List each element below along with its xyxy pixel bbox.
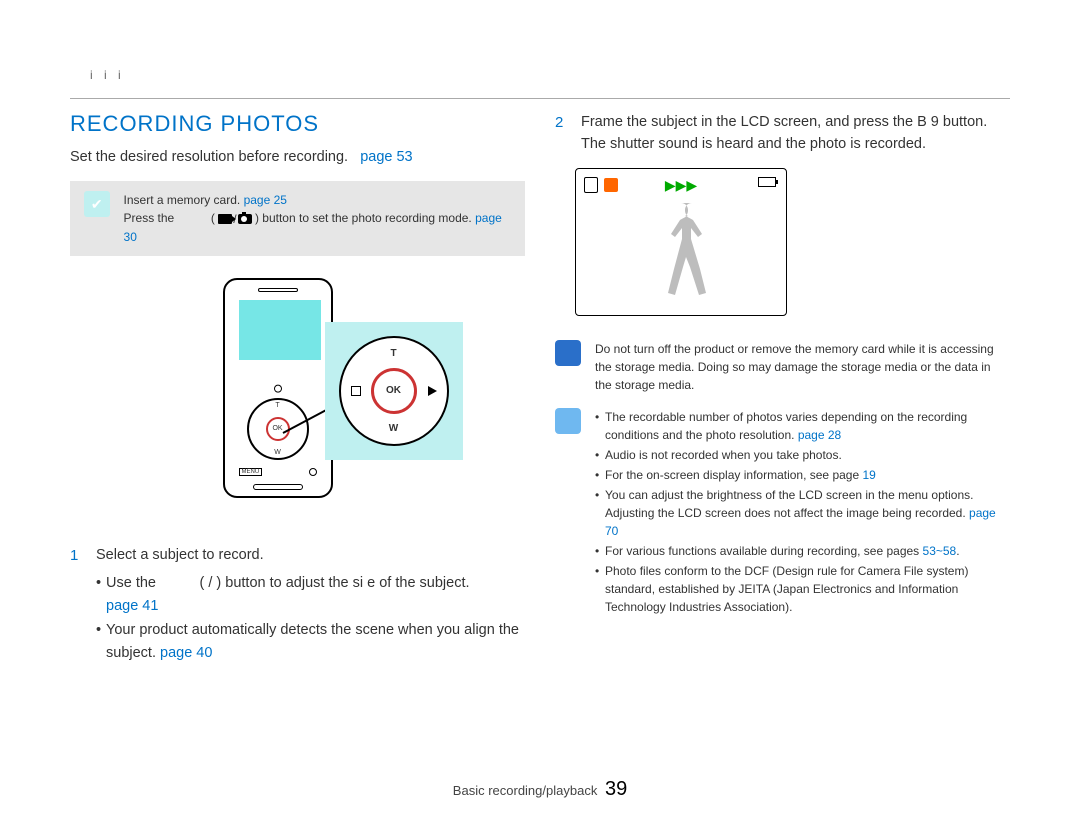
caution-icon <box>555 340 581 366</box>
photo-mode-icon <box>238 214 252 224</box>
sd-card-icon <box>584 177 598 193</box>
check-icon <box>84 191 110 217</box>
video-mode-icon <box>218 214 232 224</box>
page-link[interactable]: 19 <box>862 468 875 482</box>
prerequisite-box: Insert a memory card. page 25 Press the … <box>70 181 525 256</box>
step1-title: Select a subject to record. <box>96 547 264 563</box>
caution-note: Do not turn off the product or remove th… <box>555 340 1010 394</box>
text: ( / ) button to adjust the si e of the s… <box>200 575 470 591</box>
step-1: 1 Select a subject to record. Use the zo… <box>70 544 525 666</box>
page-link[interactable]: 53~58 <box>923 544 957 558</box>
pad-t-label: T <box>275 402 279 409</box>
note-item: Audio is not recorded when you take phot… <box>595 446 1010 464</box>
battery-icon <box>758 177 776 187</box>
step-number: 2 <box>555 111 569 156</box>
text: . <box>956 544 959 558</box>
device-illustration: T OK W MENU T OK W <box>113 278 483 518</box>
zoom-callout: T OK W <box>325 322 463 460</box>
subject-silhouette-icon <box>651 199 711 299</box>
step-2: 2 Frame the subject in the LCD screen, a… <box>555 111 1010 156</box>
page-link[interactable]: page 28 <box>798 428 841 442</box>
device-body: T OK W MENU <box>223 278 333 498</box>
pad-w-label: W <box>274 449 281 456</box>
divider <box>70 98 1010 99</box>
right-column: 2 Frame the subject in the LCD screen, a… <box>555 111 1010 672</box>
mode-icons: / <box>218 210 251 228</box>
note-icon <box>555 408 581 434</box>
section-lead: Set the desired resolution before record… <box>70 149 525 165</box>
note-item: The recordable number of photos varies d… <box>595 408 1010 444</box>
text: Frame the subject in the LCD screen, and… <box>581 114 917 130</box>
text: For the on-screen display information, s… <box>605 468 862 482</box>
chapter-breadcrumb: i i i <box>90 68 125 82</box>
page-link[interactable]: page 25 <box>244 193 287 207</box>
menu-button-icon: MENU <box>239 468 263 476</box>
lead-text: Set the desired resolution before record… <box>70 149 348 165</box>
text: B 9 <box>917 114 939 130</box>
zoom-w-label: W <box>389 423 398 434</box>
note-item: For various functions available during r… <box>595 542 1010 560</box>
step1-bullet: Use the zoom ( / ) button to adjust the … <box>96 572 525 617</box>
zoom-t-label: T <box>390 348 396 359</box>
step1-bullet: Your product automatically detects the s… <box>96 619 525 664</box>
note-item: Photo files conform to the DCF (Design r… <box>595 562 1010 616</box>
prerequisite-body: Insert a memory card. page 25 Press the … <box>124 191 511 246</box>
lcd-preview: ▶▶▶ <box>575 168 787 316</box>
step-number: 1 <box>70 544 84 666</box>
footer-page-number: 39 <box>605 778 627 800</box>
page-link[interactable]: page 41 <box>106 598 158 614</box>
note-item: For the on-screen display information, s… <box>595 466 1010 484</box>
left-column: RECORDING PHOTOS Set the desired resolut… <box>70 111 525 672</box>
ok-button-icon: OK <box>371 368 417 414</box>
pre-line2c: ) button to set the photo recording mode… <box>255 211 475 225</box>
page-footer: Basic recording/playback 39 <box>0 778 1080 801</box>
caution-text: Do not turn off the product or remove th… <box>595 340 1010 394</box>
pre-line2b: ( <box>211 211 215 225</box>
section-heading: RECORDING PHOTOS <box>70 111 525 137</box>
page-link[interactable]: page 53 <box>360 149 412 165</box>
stop-icon <box>351 386 361 396</box>
text: The recordable number of photos varies d… <box>605 410 967 442</box>
text: button. <box>943 114 987 130</box>
text: Use the <box>106 575 160 591</box>
footer-section: Basic recording/playback <box>453 783 598 798</box>
note-item: You can adjust the brightness of the LCD… <box>595 486 1010 540</box>
info-notes: The recordable number of photos varies d… <box>555 408 1010 618</box>
mode-button-icon <box>309 468 317 476</box>
text: The shutter sound is heard and the photo… <box>581 136 926 152</box>
pre-line2a: Press the <box>124 211 178 225</box>
text: For various functions available during r… <box>605 544 923 558</box>
record-mode-icon <box>604 178 618 192</box>
fast-forward-icon: ▶▶▶ <box>665 177 697 194</box>
play-icon <box>428 386 437 396</box>
text: You can adjust the brightness of the LCD… <box>605 488 973 520</box>
page-link[interactable]: page 40 <box>160 645 212 661</box>
pre-line1: Insert a memory card. <box>124 193 244 207</box>
